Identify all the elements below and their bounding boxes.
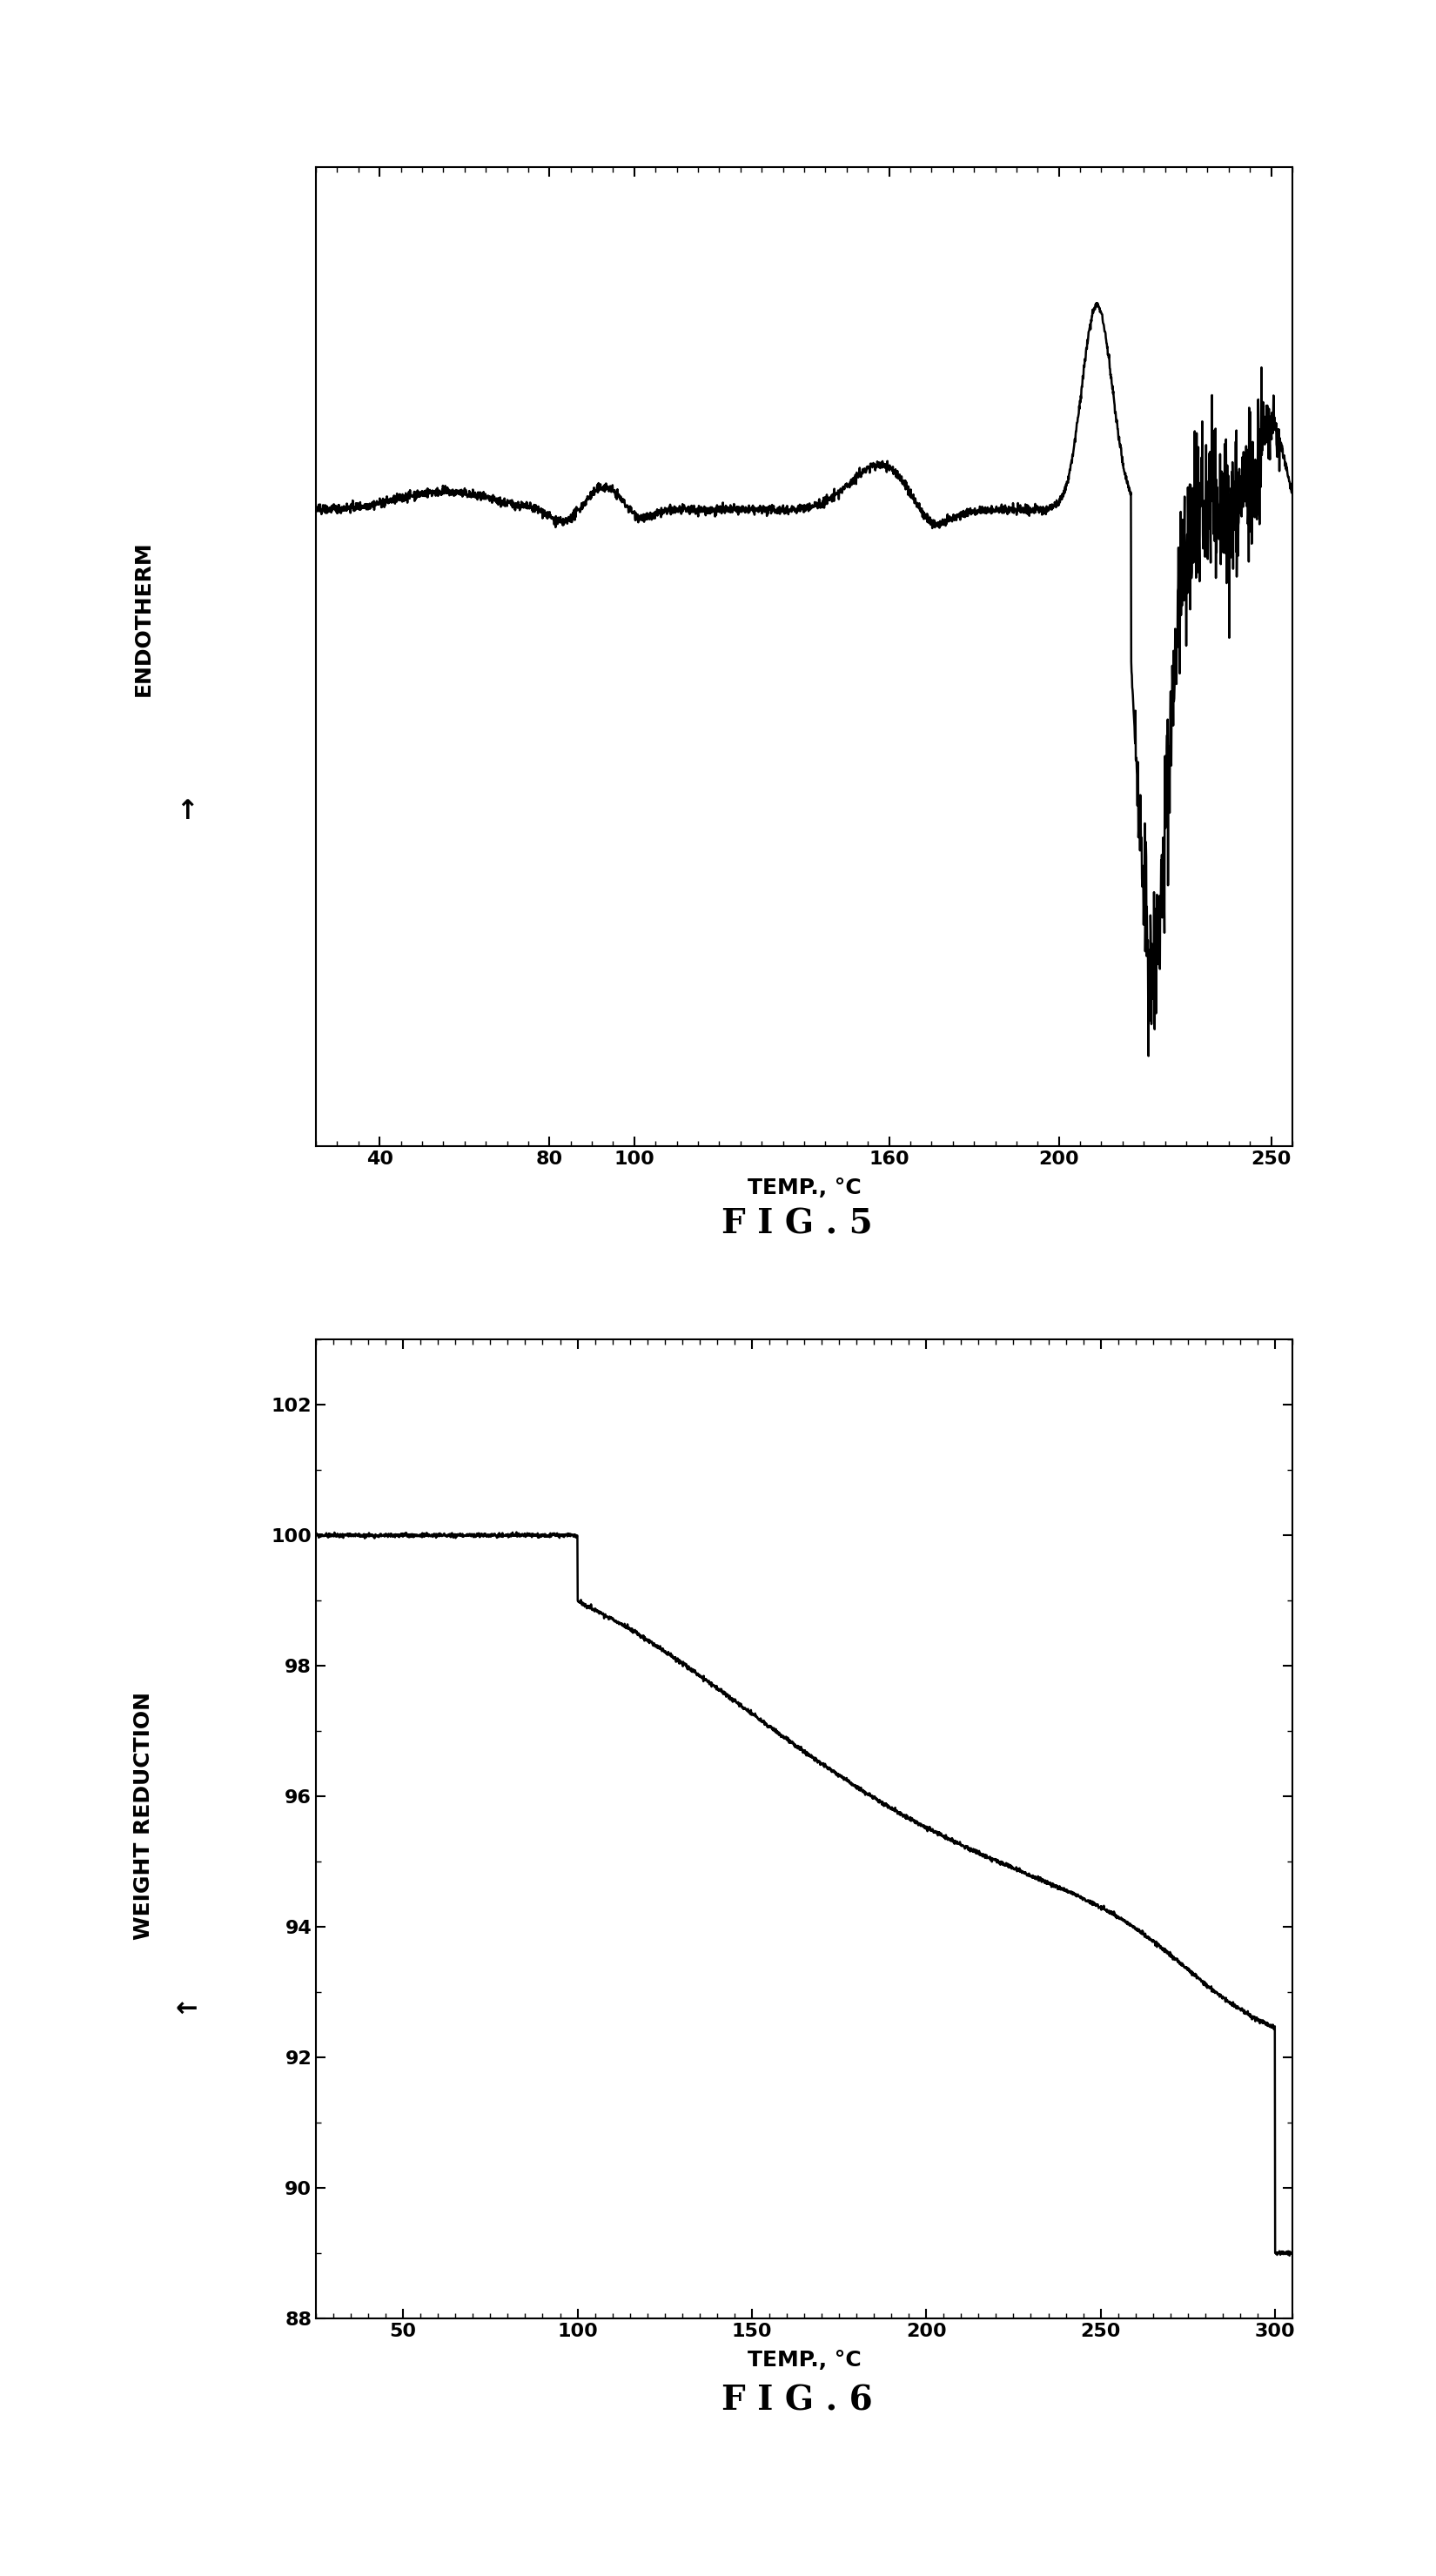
Text: F I G . 5: F I G . 5	[721, 1208, 873, 1239]
X-axis label: TEMP., °C: TEMP., °C	[747, 2349, 862, 2370]
Text: ENDOTHERM: ENDOTHERM	[134, 541, 154, 696]
Text: F I G . 6: F I G . 6	[721, 2385, 873, 2416]
X-axis label: TEMP., °C: TEMP., °C	[747, 1177, 862, 1198]
Text: ←: ←	[175, 1996, 198, 2022]
Text: ↑: ↑	[175, 799, 198, 824]
Text: WEIGHT REDUCTION: WEIGHT REDUCTION	[134, 1692, 154, 1940]
